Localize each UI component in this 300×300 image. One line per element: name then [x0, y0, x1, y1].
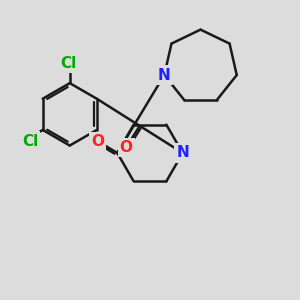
Text: Cl: Cl: [60, 56, 76, 71]
Text: O: O: [91, 134, 104, 149]
Text: O: O: [120, 140, 133, 155]
Text: Cl: Cl: [22, 134, 38, 148]
Text: N: N: [158, 68, 171, 82]
Text: N: N: [176, 146, 189, 160]
